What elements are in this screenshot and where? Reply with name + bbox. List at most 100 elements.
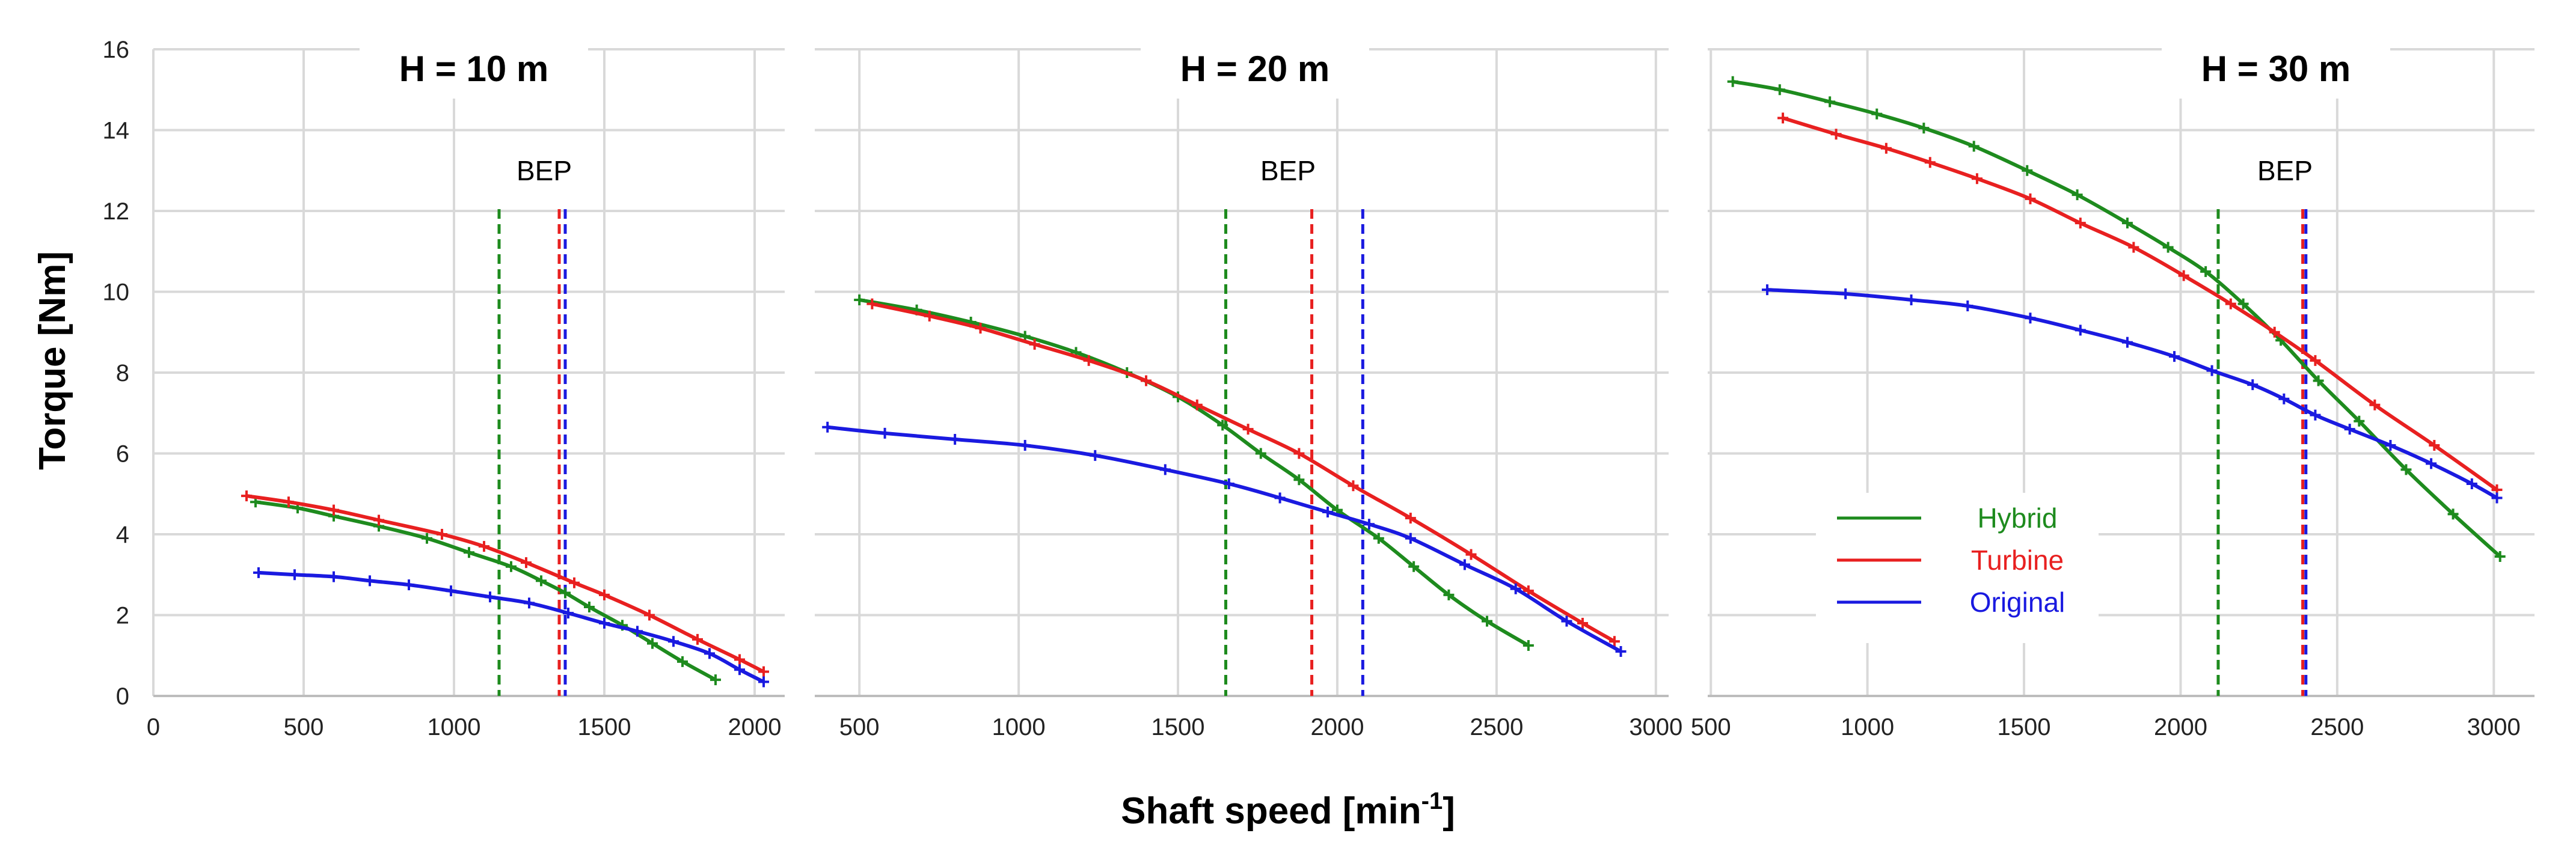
data-point-hybrid xyxy=(1217,419,1228,431)
data-point-original xyxy=(524,597,535,609)
bep-label: BEP xyxy=(517,155,572,186)
y-tick-label: 10 xyxy=(103,279,130,306)
data-point-original xyxy=(2169,351,2180,362)
y-tick-label: 0 xyxy=(116,683,129,710)
data-point-original xyxy=(668,636,679,647)
data-point-original xyxy=(446,585,456,597)
data-point-original xyxy=(2491,492,2503,504)
legend: Hybrid Turbine Original xyxy=(1816,493,2099,643)
data-point-original xyxy=(328,571,339,582)
data-point-turbine xyxy=(2225,298,2236,310)
data-point-hybrid xyxy=(1408,561,1420,572)
series-line-turbine xyxy=(871,302,1616,643)
data-point-hybrid xyxy=(2121,218,2133,229)
series-line-original xyxy=(827,425,1622,653)
legend-label-hybrid: Hybrid xyxy=(1978,502,2058,534)
data-point-original xyxy=(2278,393,2290,404)
data-point-turbine xyxy=(373,514,384,526)
data-point-turbine xyxy=(1971,173,1983,185)
data-point-turbine xyxy=(2429,440,2440,451)
data-point-turbine xyxy=(644,609,655,621)
data-point-original xyxy=(253,567,264,578)
panel-1: 0 500 1000 1500 2000 0 2 4 6 8 10 12 14 16 H = 10 m BEP xyxy=(103,37,785,740)
data-point-hybrid xyxy=(2022,165,2033,176)
x-tick-label: 3000 xyxy=(2467,714,2521,740)
data-point-hybrid xyxy=(2200,266,2212,277)
bep-label: BEP xyxy=(1260,155,1316,186)
data-point-hybrid xyxy=(677,656,688,667)
data-point-original xyxy=(403,579,414,591)
data-point-turbine xyxy=(479,541,489,552)
data-point-original xyxy=(485,591,495,603)
data-point-original xyxy=(2121,337,2133,348)
x-axis-label: Shaft speed [min-1] xyxy=(1121,788,1455,832)
data-point-original xyxy=(2247,379,2259,391)
data-point-original xyxy=(949,433,961,445)
y-tick-label: 14 xyxy=(103,118,130,144)
data-point-hybrid xyxy=(2313,375,2324,386)
data-point-hybrid xyxy=(710,674,721,686)
series-line-original xyxy=(1767,288,2498,500)
data-point-original xyxy=(1459,559,1470,570)
data-point-original xyxy=(1090,450,1101,461)
x-tick-label: 2500 xyxy=(2310,714,2364,740)
data-point-hybrid xyxy=(2237,298,2249,310)
data-point-original xyxy=(2206,365,2218,376)
data-point-turbine xyxy=(1242,424,1254,435)
panel-title: H = 30 m xyxy=(2201,49,2351,89)
data-point-turbine xyxy=(1880,142,1892,154)
data-point-turbine xyxy=(2075,218,2086,229)
series-line-hybrid xyxy=(255,500,717,682)
data-point-hybrid xyxy=(1443,589,1455,600)
panel-title: H = 10 m xyxy=(399,49,548,89)
data-point-turbine xyxy=(924,310,935,322)
x-tick-label: 2000 xyxy=(2154,714,2207,740)
data-point-original xyxy=(1223,478,1234,489)
x-tick-label: 2500 xyxy=(1470,714,1523,740)
panel-title: H = 20 m xyxy=(1180,49,1329,89)
x-tick-label: 1500 xyxy=(578,714,631,740)
data-point-turbine xyxy=(2178,270,2189,281)
data-point-hybrid xyxy=(464,547,474,558)
data-point-turbine xyxy=(241,490,252,502)
x-tick-label: 500 xyxy=(284,714,324,740)
data-point-original xyxy=(704,648,715,659)
data-point-turbine xyxy=(1083,355,1094,366)
data-point-turbine xyxy=(1348,480,1359,492)
data-point-hybrid xyxy=(647,638,658,649)
data-point-turbine xyxy=(2369,399,2381,410)
data-point-hybrid xyxy=(1968,141,1980,152)
data-point-turbine xyxy=(758,666,769,677)
data-point-turbine xyxy=(1293,448,1305,459)
x-tick-label: 1000 xyxy=(428,714,481,740)
data-point-hybrid xyxy=(560,587,571,599)
title-box xyxy=(2162,38,2390,99)
data-point-original xyxy=(2385,440,2396,451)
data-point-original xyxy=(1615,646,1627,657)
data-point-turbine xyxy=(2128,242,2139,253)
data-point-original xyxy=(2075,325,2086,336)
data-point-hybrid xyxy=(1373,532,1384,544)
data-point-hybrid xyxy=(1727,76,1738,87)
data-point-turbine xyxy=(2269,326,2280,338)
x-tick-label: 1500 xyxy=(1998,714,2051,740)
data-point-turbine xyxy=(569,577,580,588)
data-point-original xyxy=(822,421,833,433)
panel-2: 500 1000 1500 2000 2500 3000 H = 20 m BEP xyxy=(815,38,1682,740)
x-tick-label: 500 xyxy=(839,714,880,740)
x-tick-label: 1500 xyxy=(1152,714,1205,740)
data-point-original xyxy=(1363,519,1375,530)
x-tick-label: 2000 xyxy=(1310,714,1364,740)
title-box xyxy=(1141,38,1369,99)
data-point-original xyxy=(632,626,643,637)
data-point-turbine xyxy=(1465,549,1477,560)
y-tick-label: 6 xyxy=(116,441,129,468)
data-point-hybrid xyxy=(2354,415,2365,427)
x-tick-label: 3000 xyxy=(1629,714,1682,740)
data-point-original xyxy=(1405,532,1416,544)
data-point-turbine xyxy=(975,323,986,334)
data-point-turbine xyxy=(692,633,703,645)
data-point-turbine xyxy=(2025,193,2036,204)
data-point-hybrid xyxy=(584,602,595,613)
